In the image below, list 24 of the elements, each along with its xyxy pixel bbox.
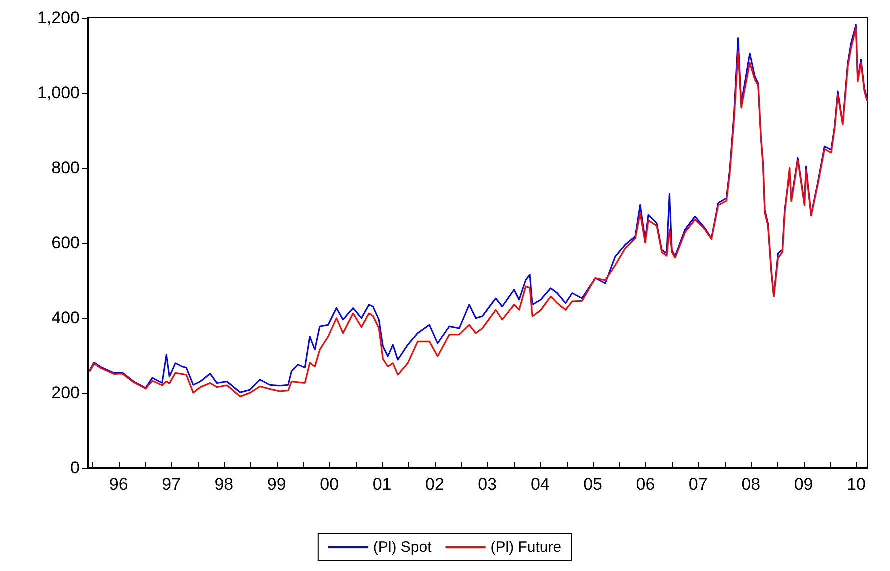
- x-tick-label: 09: [794, 475, 814, 494]
- x-tick-label: 98: [214, 475, 234, 494]
- y-tick-label: 1,200: [37, 8, 80, 28]
- legend-label: (Pl) Spot: [373, 539, 433, 556]
- x-tick-label: 96: [109, 475, 128, 494]
- y-tick-label: 1,000: [37, 84, 80, 102]
- y-tick-label: 0: [70, 458, 80, 478]
- x-tick-label: 07: [688, 475, 708, 494]
- y-tick-label: 400: [52, 308, 80, 328]
- x-tick-label: 97: [162, 475, 181, 494]
- x-tick-label: 01: [372, 475, 392, 494]
- x-tick-label: 02: [425, 475, 444, 494]
- y-tick-label: 800: [52, 158, 80, 178]
- y-tick-label: 600: [52, 234, 80, 252]
- x-tick-label: 10: [847, 475, 866, 494]
- x-tick-label: 99: [267, 475, 286, 494]
- x-tick-label: 05: [584, 475, 603, 494]
- x-tick-label: 03: [478, 475, 498, 494]
- x-tick-label: 08: [742, 475, 761, 494]
- x-tick-label: 00: [320, 475, 340, 494]
- legend-label: (Pl) Future: [490, 539, 562, 556]
- x-tick-label: 04: [530, 475, 550, 494]
- x-tick-label: 06: [636, 475, 656, 494]
- y-tick-label: 200: [52, 384, 80, 402]
